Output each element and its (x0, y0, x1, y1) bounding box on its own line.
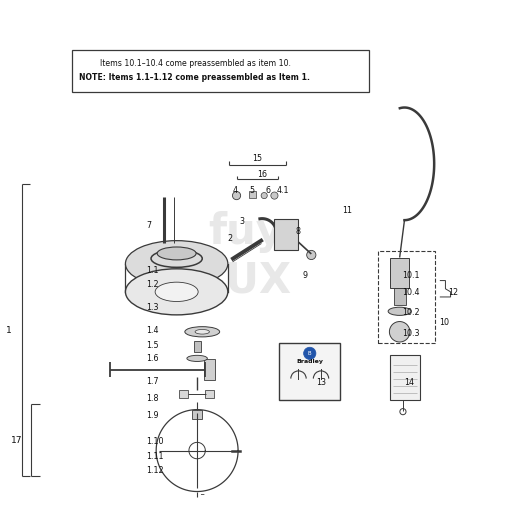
Text: 2: 2 (228, 233, 233, 243)
Text: 1.10: 1.10 (146, 437, 163, 446)
Text: 1.7: 1.7 (146, 377, 159, 386)
Bar (391, 258, 409, 288)
Circle shape (307, 250, 316, 260)
Text: 12: 12 (448, 288, 458, 297)
Text: 8: 8 (296, 227, 301, 236)
Text: 10.2: 10.2 (402, 308, 419, 317)
Text: Bradley: Bradley (296, 359, 323, 364)
Ellipse shape (195, 330, 209, 334)
Circle shape (271, 192, 278, 199)
Ellipse shape (388, 307, 411, 315)
Text: 16: 16 (257, 169, 267, 179)
Bar (205, 390, 214, 398)
Bar (394, 288, 406, 305)
Text: 7: 7 (146, 221, 151, 230)
Text: 10.1: 10.1 (402, 271, 419, 280)
Text: 1.11: 1.11 (146, 452, 163, 461)
Circle shape (261, 193, 267, 199)
Bar (72, 50, 369, 92)
Bar (249, 191, 256, 198)
Ellipse shape (155, 282, 198, 302)
Text: 1.1: 1.1 (146, 266, 158, 275)
Text: 1: 1 (6, 326, 12, 335)
Text: NOTE: Items 1.1–1.12 come preassembled as Item 1.: NOTE: Items 1.1–1.12 come preassembled a… (79, 73, 310, 82)
Text: 1.12: 1.12 (146, 465, 163, 475)
Text: 1.6: 1.6 (146, 354, 158, 363)
Circle shape (304, 347, 316, 359)
Circle shape (232, 191, 241, 200)
Bar (179, 390, 188, 398)
Text: 1.3: 1.3 (146, 303, 158, 312)
Text: 1.2: 1.2 (146, 280, 159, 289)
Bar (274, 219, 298, 250)
Ellipse shape (125, 269, 228, 315)
Ellipse shape (187, 355, 207, 361)
Text: ─: ─ (200, 493, 203, 498)
Text: 5: 5 (250, 186, 255, 195)
Ellipse shape (125, 241, 228, 287)
Text: 9: 9 (302, 271, 307, 280)
Bar (192, 410, 202, 419)
Bar (378, 251, 435, 343)
Circle shape (390, 322, 410, 342)
Text: Items 10.1–10.4 come preassembled as item 10.: Items 10.1–10.4 come preassembled as ite… (100, 59, 291, 69)
Text: 13: 13 (316, 378, 327, 388)
Text: 3: 3 (240, 217, 245, 226)
Text: 1.8: 1.8 (146, 394, 158, 403)
Text: fuy
LUX: fuy LUX (200, 211, 291, 301)
Text: 10.4: 10.4 (402, 288, 419, 297)
Bar (194, 341, 201, 352)
Text: 10.3: 10.3 (402, 329, 419, 338)
Bar (204, 359, 215, 380)
Text: B: B (308, 351, 312, 356)
Text: 10: 10 (439, 318, 450, 327)
Text: 1.4: 1.4 (146, 326, 158, 335)
Text: 4: 4 (233, 186, 238, 195)
Text: 1.9: 1.9 (146, 411, 159, 420)
Ellipse shape (185, 327, 220, 337)
Text: 11: 11 (342, 206, 352, 216)
Text: 17: 17 (11, 436, 22, 445)
Text: 4.1: 4.1 (276, 186, 289, 195)
Text: 6: 6 (265, 186, 270, 195)
Text: 1.5: 1.5 (146, 341, 159, 350)
Bar (390, 355, 420, 400)
Text: 14: 14 (404, 378, 415, 388)
Text: 15: 15 (252, 154, 262, 163)
Bar (279, 343, 340, 400)
Ellipse shape (157, 247, 196, 260)
